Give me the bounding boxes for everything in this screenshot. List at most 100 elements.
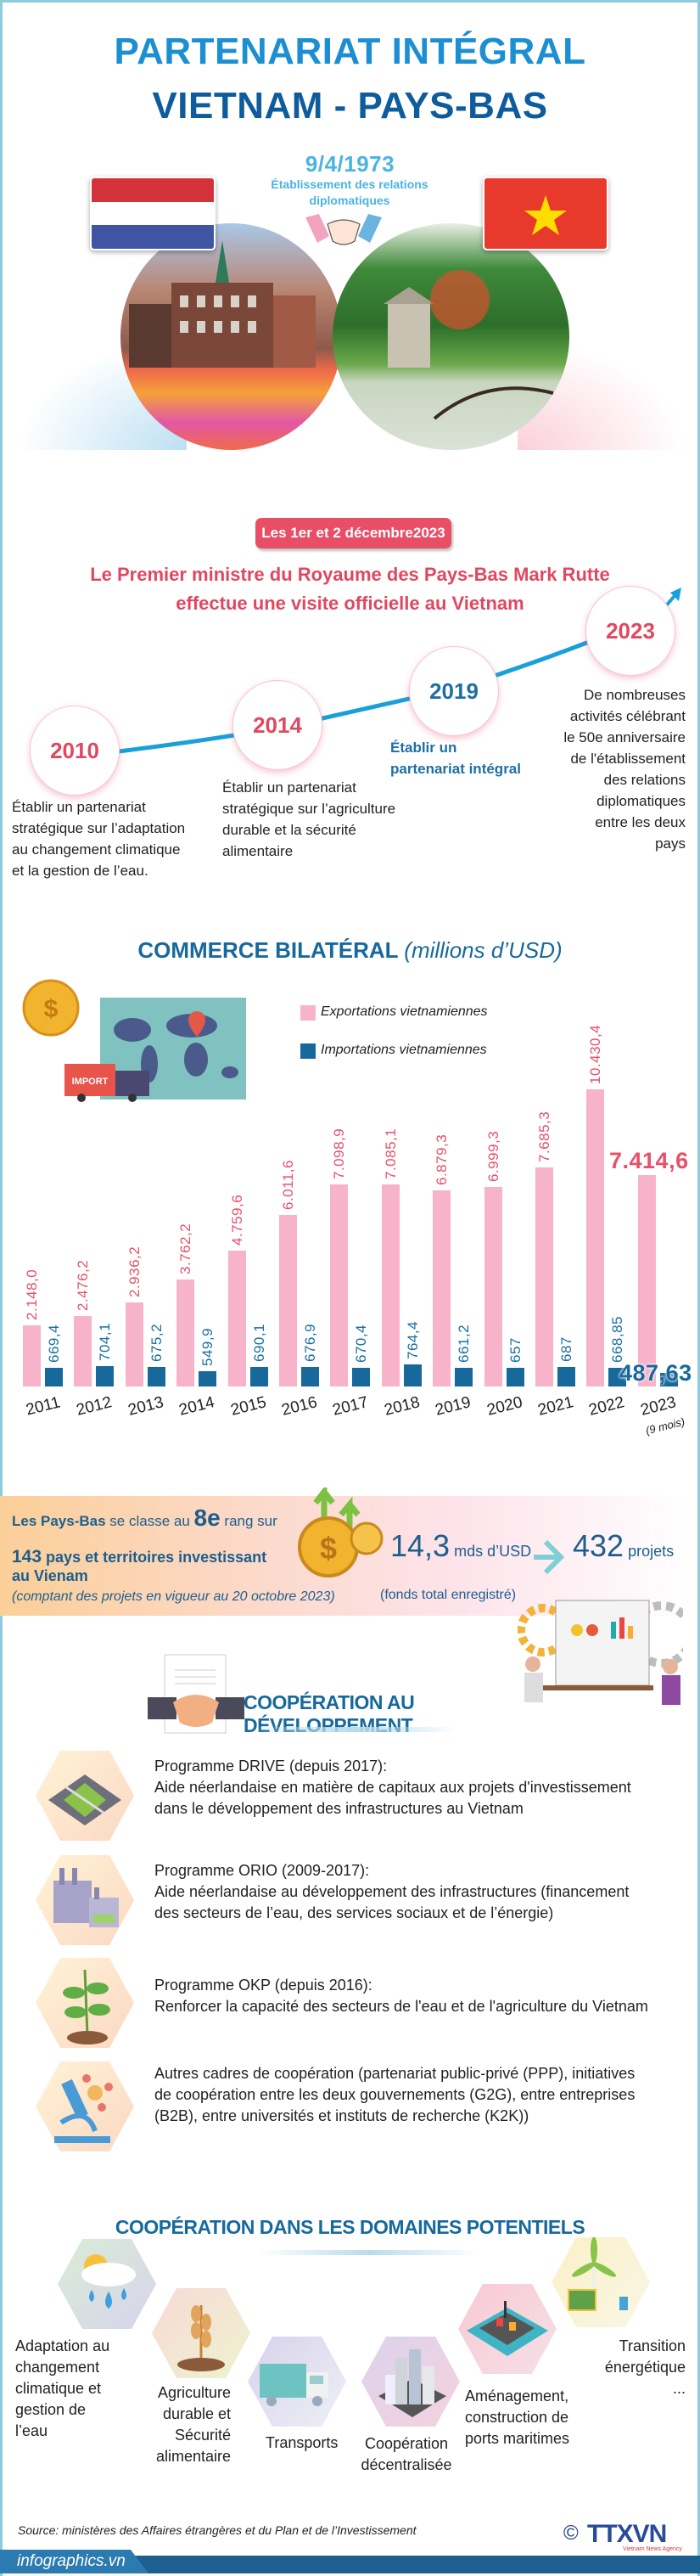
year-label-2012: 2012 xyxy=(75,1393,115,1420)
year-label-2011: 2011 xyxy=(24,1393,63,1420)
svg-text:$: $ xyxy=(44,995,59,1023)
label-exports-2016: 6.011,6 xyxy=(280,1160,296,1211)
netherlands-photo xyxy=(120,223,342,450)
rank-value: 8e xyxy=(193,1505,221,1531)
item-description: Aide néerlandaise en matière de capitaux… xyxy=(154,1779,631,1817)
year-label-2015: 2015 xyxy=(228,1393,268,1420)
investment-note: (comptant des projets en vigueur au 20 o… xyxy=(12,1589,335,1604)
city-intersection-glyph xyxy=(47,1770,123,1834)
label-exports-2015: 4.759,6 xyxy=(228,1195,245,1246)
domain-label-decentralized: Coopération décentralisée xyxy=(361,2435,452,2473)
timeline-year-2010: 2010 xyxy=(30,706,120,796)
buildings-icon xyxy=(361,2337,460,2427)
item-description: Autres cadres de coopération (partenaria… xyxy=(154,2065,636,2124)
weather-rain-icon xyxy=(58,2239,156,2329)
plant-glyph xyxy=(55,1963,115,2052)
year-label-2016: 2016 xyxy=(279,1393,319,1420)
bar-imports-2012 xyxy=(96,1366,115,1386)
label-imports-2019: 661,2 xyxy=(456,1324,473,1363)
label-exports-2019: 6.879,3 xyxy=(434,1133,451,1186)
label-exports-2020: 6.999,3 xyxy=(484,1130,501,1183)
bar-imports-2023 xyxy=(659,1372,678,1386)
investor-count-value: 143 xyxy=(12,1547,42,1566)
project-count-unit: projets xyxy=(624,1543,675,1560)
bar-exports-2018 xyxy=(381,1184,400,1386)
development-item-other: Autres cadres de coopération (partenaria… xyxy=(154,2063,655,2127)
year-label-2018: 2018 xyxy=(382,1393,422,1420)
vietnam-flag-icon xyxy=(483,177,608,250)
year-label-2021: 2021 xyxy=(535,1393,575,1420)
legend-swatch-imports xyxy=(300,1043,316,1059)
bar-imports-2017 xyxy=(352,1367,371,1386)
arrow-right-icon xyxy=(530,1538,565,1580)
title-line2: VIETNAM - PAYS-BAS xyxy=(152,85,548,127)
bar-exports-2012 xyxy=(74,1315,92,1386)
timeline-text-2019: Établir un partenariat intégral xyxy=(390,740,521,777)
legend-swatch-exports xyxy=(300,1005,316,1021)
investment-rank: Les Pays-Bas se classe au 8e rang sur xyxy=(12,1505,277,1532)
timeline-text-2023: De nombreuses activités célébrant le 50e… xyxy=(563,687,686,852)
bar-exports-2011 xyxy=(23,1325,41,1386)
item-title: Programme OKP (depuis 2016): xyxy=(154,1977,372,1994)
year-label-2013: 2013 xyxy=(126,1393,165,1420)
label-exports-2011: 2.148,0 xyxy=(24,1268,40,1320)
investor-count-text2: au Vienam xyxy=(12,1567,88,1584)
trade-unit: (millions d’USD) xyxy=(404,937,563,963)
visit-headline: Le Premier ministre du Royaume des Pays-… xyxy=(90,564,610,614)
label-imports-2017: 670,4 xyxy=(353,1324,370,1363)
bar-imports-2011 xyxy=(45,1367,63,1386)
timeline-text-2014: Établir un partenariat stratégique sur l… xyxy=(222,779,396,859)
bar-imports-2015 xyxy=(249,1366,268,1386)
label-imports-2023: 487,63 xyxy=(619,1360,692,1386)
bar-exports-2016 xyxy=(279,1215,297,1386)
year-label-2019: 2019 xyxy=(434,1393,473,1420)
bar-imports-2022 xyxy=(608,1367,627,1386)
port-icon xyxy=(458,2284,557,2374)
legend-label-exports: Exportations vietnamiennes xyxy=(321,1004,488,1019)
item-title: Programme ORIO (2009-2017): xyxy=(154,1862,370,1879)
item-description: Aide néerlandaise au développement des i… xyxy=(154,1883,630,1921)
bar-imports-2020 xyxy=(506,1367,524,1386)
bar-exports-2019 xyxy=(433,1190,451,1386)
wheat-icon xyxy=(152,2288,250,2378)
bar-exports-2013 xyxy=(125,1302,143,1386)
bar-exports-2020 xyxy=(484,1187,502,1386)
rank-text: se classe au xyxy=(105,1513,194,1529)
domains-title: COOPÉRATION DANS LES DOMAINES POTENTIELS xyxy=(115,2216,585,2238)
timeline-year-2019: 2019 xyxy=(409,646,499,736)
label-exports-2018: 7.085,1 xyxy=(382,1128,399,1180)
domain-label-climate: Adaptation au changement climatique et g… xyxy=(15,2337,110,2439)
capital-unit: mds d’USD xyxy=(450,1543,532,1560)
legend-label-imports: Importations vietnamiennes xyxy=(321,1043,487,1057)
bar-exports-2023 xyxy=(637,1175,656,1386)
label-exports-2023: 7.414,6 xyxy=(609,1148,689,1173)
timeline-arrow-icon xyxy=(670,588,681,601)
turtle-tower-illustration xyxy=(384,270,554,420)
relations-caption: Établissement des relations diplomatique… xyxy=(271,177,428,207)
microscope-glyph xyxy=(53,2072,120,2152)
timeline-year-2014: 2014 xyxy=(232,680,322,770)
development-title-underline xyxy=(246,1727,458,1732)
trade-illustration: $ IMPORT xyxy=(22,979,277,1102)
year-label-2020: 2020 xyxy=(484,1393,524,1420)
source-text: ministères des Affaires étrangères et du… xyxy=(62,2523,417,2537)
domain-label-agriculture: Agriculture durable et Sécurité alimenta… xyxy=(155,2384,231,2465)
label-imports-2014: 549,9 xyxy=(199,1327,216,1366)
site-link[interactable]: infographics.vn xyxy=(17,2552,126,2570)
capital-total: 14,3 mds d’USD xyxy=(390,1528,531,1564)
domain-label-energy: Transition énergétique ... xyxy=(604,2337,686,2397)
project-count: 432 projets xyxy=(573,1528,674,1564)
source-label: Source: xyxy=(18,2523,59,2537)
agreement-handshake-icon xyxy=(148,1653,244,1736)
bar-exports-2014 xyxy=(176,1279,195,1386)
dollar-coin-icon xyxy=(22,979,80,1037)
trade-title-text: COMMERCE BILATÉRAL xyxy=(137,937,399,963)
development-item-okp: Programme OKP (depuis 2016): Renforcer l… xyxy=(154,1975,655,2017)
bar-exports-2022 xyxy=(586,1089,605,1386)
label-imports-2013: 675,2 xyxy=(148,1324,165,1363)
year-label-2022: 2022 xyxy=(587,1393,627,1420)
item-description: Renforcer la capacité des secteurs de l'… xyxy=(154,1998,648,2015)
development-item-drive: Programme DRIVE (depuis 2017): Aide néer… xyxy=(154,1756,655,1820)
handshake-icon xyxy=(304,211,384,250)
bar-exports-2017 xyxy=(330,1184,349,1386)
